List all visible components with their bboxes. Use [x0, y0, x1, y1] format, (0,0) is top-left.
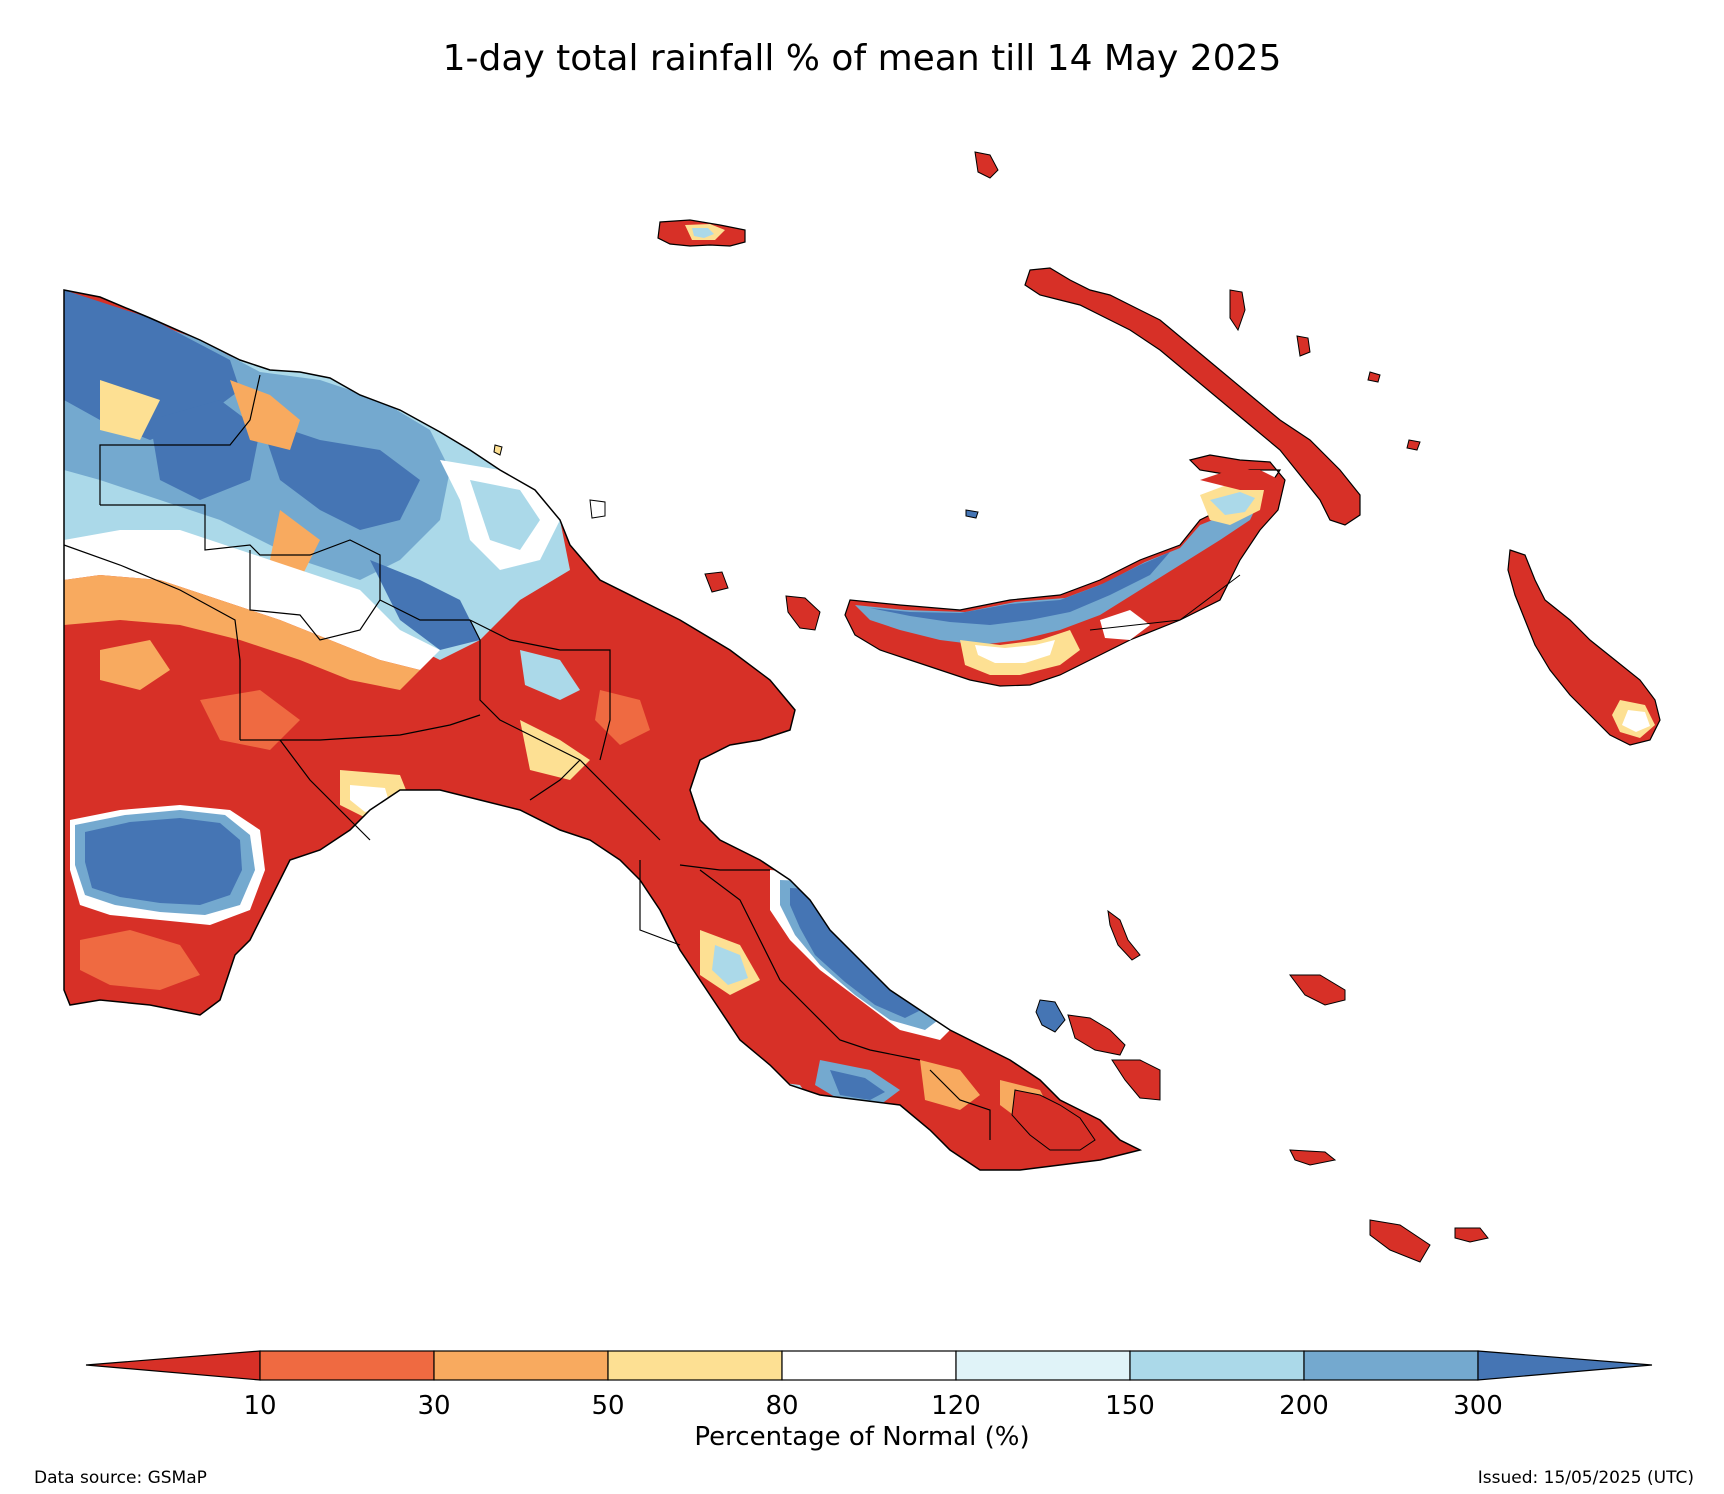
colorbar-extend-low: [85, 1350, 261, 1381]
manus-island: [657, 219, 746, 247]
colorbar-label: Percentage of Normal (%): [694, 1422, 1030, 1452]
colorbar-bin-120-150: [955, 1350, 1131, 1381]
colorbar-bin-30-50: [433, 1350, 609, 1381]
colorbar-tick-10: 10: [243, 1391, 277, 1421]
colorbar-bin-50-80: [607, 1350, 783, 1381]
bougainville-island: [1507, 549, 1661, 746]
province-boundaries: [63, 374, 991, 1140]
small-islands: [704, 151, 1489, 1263]
blue-islands: [493, 444, 1066, 1033]
colorbar-tick-80: 80: [765, 1391, 799, 1421]
colorbar-extend-high: [1477, 1350, 1653, 1381]
colorbar-tick-200: 200: [1279, 1391, 1329, 1421]
colorbar-bin-10-30: [259, 1350, 435, 1381]
new-britain-island: [844, 454, 1286, 687]
colorbar-bin-200-300: [1303, 1350, 1479, 1381]
colorbar-tick-50: 50: [591, 1391, 625, 1421]
new-ireland-island: [1024, 267, 1361, 526]
colorbar-bin-80-120: [781, 1350, 957, 1381]
map-title: 1-day total rainfall % of mean till 14 M…: [442, 38, 1282, 79]
issued-date: Issued: 15/05/2025 (UTC): [1477, 1468, 1694, 1488]
data-source: Data source: GSMaP: [34, 1468, 207, 1488]
colorbar-tick-30: 30: [417, 1391, 451, 1421]
colorbar-tick-300: 300: [1453, 1391, 1503, 1421]
colorbar-bin-150-200: [1129, 1350, 1305, 1381]
colorbar-tick-120: 120: [931, 1391, 981, 1421]
colorbar-tick-150: 150: [1105, 1391, 1155, 1421]
